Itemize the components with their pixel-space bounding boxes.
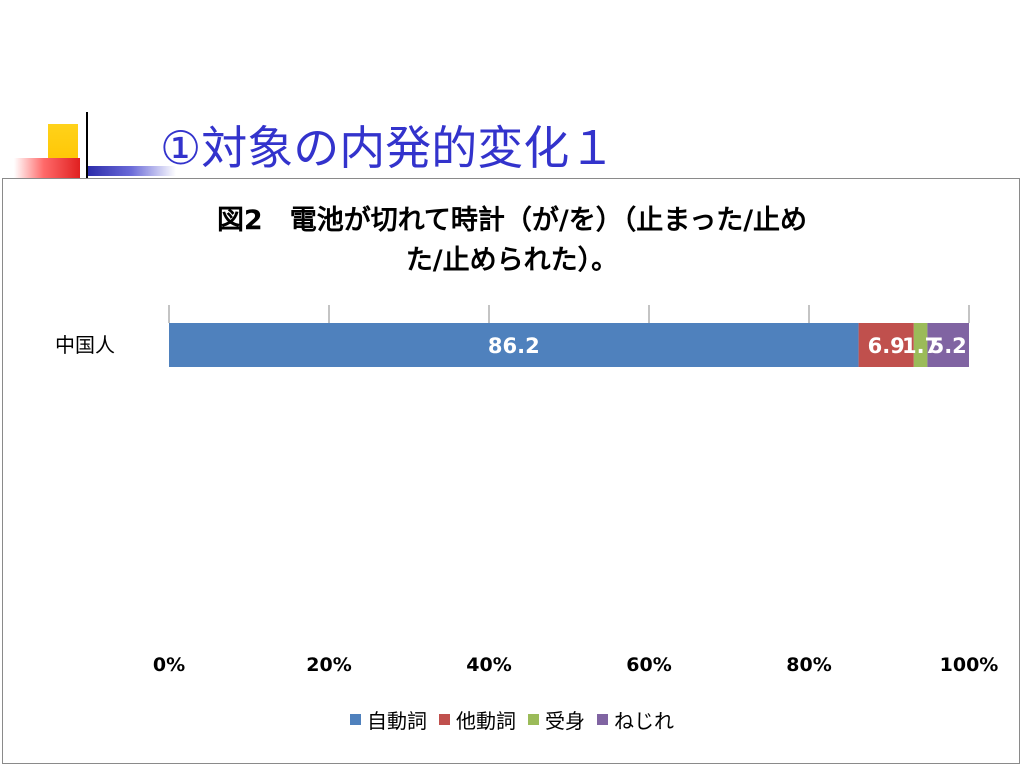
x-tick-label: 0% xyxy=(153,654,185,676)
bar-segment xyxy=(169,323,859,367)
title-ornament-line xyxy=(86,112,88,178)
chart-title: 図2 電池が切れて時計（が/を）（止まった/止め た/止められた）。 xyxy=(3,201,1021,281)
bar-segment xyxy=(858,323,914,367)
title-ornament-blue xyxy=(86,166,176,176)
x-tick-label: 60% xyxy=(626,654,671,676)
chart-legend: 自動詞 他動詞 受身 ねじれ xyxy=(3,705,1021,734)
x-tick-label: 40% xyxy=(466,654,511,676)
data-label: 5.2 xyxy=(930,334,967,358)
data-label: 1.7 xyxy=(902,334,939,358)
slide-title: ①対象の内発的変化１ xyxy=(160,121,616,175)
data-label: 86.2 xyxy=(488,334,540,358)
legend-label: 受身 xyxy=(545,709,585,733)
legend-item: 受身 xyxy=(528,705,585,734)
x-tick-label: 80% xyxy=(786,654,831,676)
title-ornament-red xyxy=(14,158,80,178)
legend-swatch xyxy=(350,714,361,725)
bar-segment xyxy=(927,323,969,367)
legend-label: 自動詞 xyxy=(367,709,427,733)
legend-swatch xyxy=(528,714,539,725)
bar-segment xyxy=(913,323,928,367)
category-label: 中国人 xyxy=(55,333,115,357)
chart-frame: 図2 電池が切れて時計（が/を）（止まった/止め た/止められた）。 0% 20%… xyxy=(2,178,1020,764)
legend-item: 他動詞 xyxy=(439,705,516,734)
legend-label: ねじれ xyxy=(614,709,674,733)
legend-item: 自動詞 xyxy=(350,705,427,734)
chart-title-line-1: 図2 電池が切れて時計（が/を）（止まった/止め xyxy=(216,205,808,236)
x-tick-label: 100% xyxy=(940,654,999,676)
legend-item: ねじれ xyxy=(597,705,674,734)
x-tick-label: 20% xyxy=(306,654,351,676)
legend-label: 他動詞 xyxy=(456,709,516,733)
chart-plot: 0% 20% 40% 60% 80% 100% 中国人 86.2 6.91.75.2 xyxy=(55,305,999,676)
legend-swatch xyxy=(597,714,608,725)
chart-title-line-2: た/止められた）。 xyxy=(405,245,619,276)
legend-swatch xyxy=(439,714,450,725)
data-label: 6.9 xyxy=(868,334,905,358)
